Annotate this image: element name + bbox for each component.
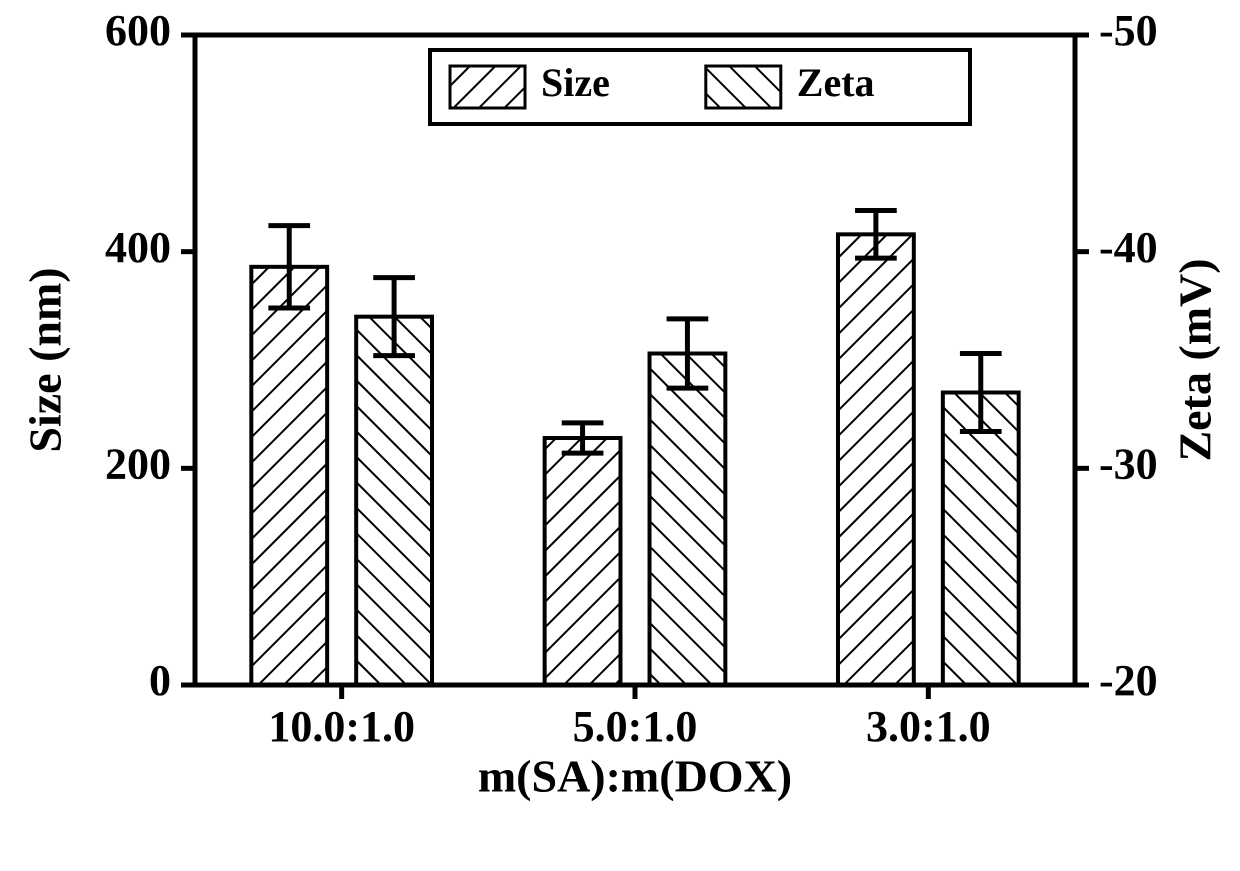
y-left-tick-label: 600 — [105, 6, 171, 55]
legend: Size Zeta — [430, 50, 970, 124]
bar-zeta — [943, 393, 1019, 686]
legend-swatch-zeta — [706, 66, 781, 108]
x-tick-label: 3.0:1.0 — [866, 702, 991, 751]
bar-size — [251, 267, 327, 685]
bar-zeta — [356, 317, 432, 685]
y-left-tick-label: 400 — [105, 223, 171, 272]
y-left-tick-label: 0 — [149, 656, 171, 705]
bar-size — [838, 234, 914, 685]
legend-label-size: Size — [541, 60, 610, 105]
bar-zeta — [650, 354, 726, 686]
y-left-tick-label: 200 — [105, 439, 171, 488]
y-right-tick-label: -50 — [1099, 6, 1158, 55]
chart-container: 0 200 400 600 Size (nm) -20 -30 -40 -50 Zeta (mV)… — [0, 0, 1240, 871]
legend-label-zeta: Zeta — [797, 60, 875, 105]
y-left-axis-label: Size (nm) — [20, 267, 71, 452]
x-tick-label: 10.0:1.0 — [268, 702, 415, 751]
x-tick-label: 5.0:1.0 — [573, 702, 698, 751]
x-axis-label: m(SA):m(DOX) — [478, 750, 792, 801]
bar-size — [545, 438, 621, 685]
y-right-tick-label: -40 — [1099, 223, 1158, 272]
y-right-tick-label: -20 — [1099, 656, 1158, 705]
legend-swatch-size — [450, 66, 525, 108]
chart-svg: 0 200 400 600 Size (nm) -20 -30 -40 -50 Zeta (mV)… — [0, 0, 1240, 871]
y-right-axis-label: Zeta (mV) — [1170, 258, 1221, 461]
y-right-tick-label: -30 — [1099, 439, 1158, 488]
